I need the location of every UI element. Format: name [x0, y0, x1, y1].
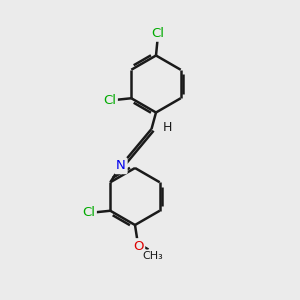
Text: O: O: [133, 240, 143, 253]
Text: Cl: Cl: [103, 94, 116, 107]
Text: H: H: [162, 121, 172, 134]
Text: Cl: Cl: [152, 27, 165, 40]
Text: Cl: Cl: [82, 206, 95, 219]
Text: N: N: [116, 159, 126, 172]
Text: CH₃: CH₃: [142, 251, 164, 261]
